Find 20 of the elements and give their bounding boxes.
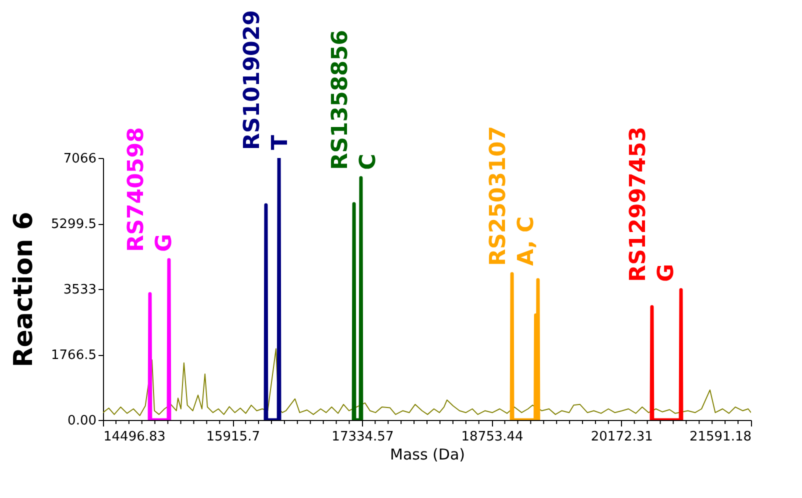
x-tick-label: 17334.57 <box>332 430 394 444</box>
y-tick-label: 1766.5 <box>51 348 96 363</box>
y-tick-label: 0.00 <box>68 414 96 428</box>
x-tick-label: 18753.44 <box>461 430 524 444</box>
x-axis-title: Mass (Da) <box>390 446 465 464</box>
x-tick-label: 20172.31 <box>590 430 653 444</box>
text: RS740598 G <box>124 127 177 252</box>
y-axis-title: Reaction 6 <box>9 212 40 368</box>
text: RS1358856 C <box>328 30 382 170</box>
x-tick-label: 14496.83 <box>104 430 166 444</box>
x-tick-label: 15915.7 <box>206 430 260 444</box>
text: RS12997453 G <box>626 126 679 282</box>
x-tick-label: 21591.18 <box>689 430 752 444</box>
text: RS2503107 A, C <box>486 126 540 266</box>
line-series <box>103 348 751 416</box>
y-tick-label: 7066 <box>63 152 96 166</box>
line-series <box>510 272 540 420</box>
y-tick-label: 3533 <box>63 282 96 298</box>
y-tick-label: 5299.5 <box>51 217 96 232</box>
text: RS1019029 T <box>240 10 293 150</box>
